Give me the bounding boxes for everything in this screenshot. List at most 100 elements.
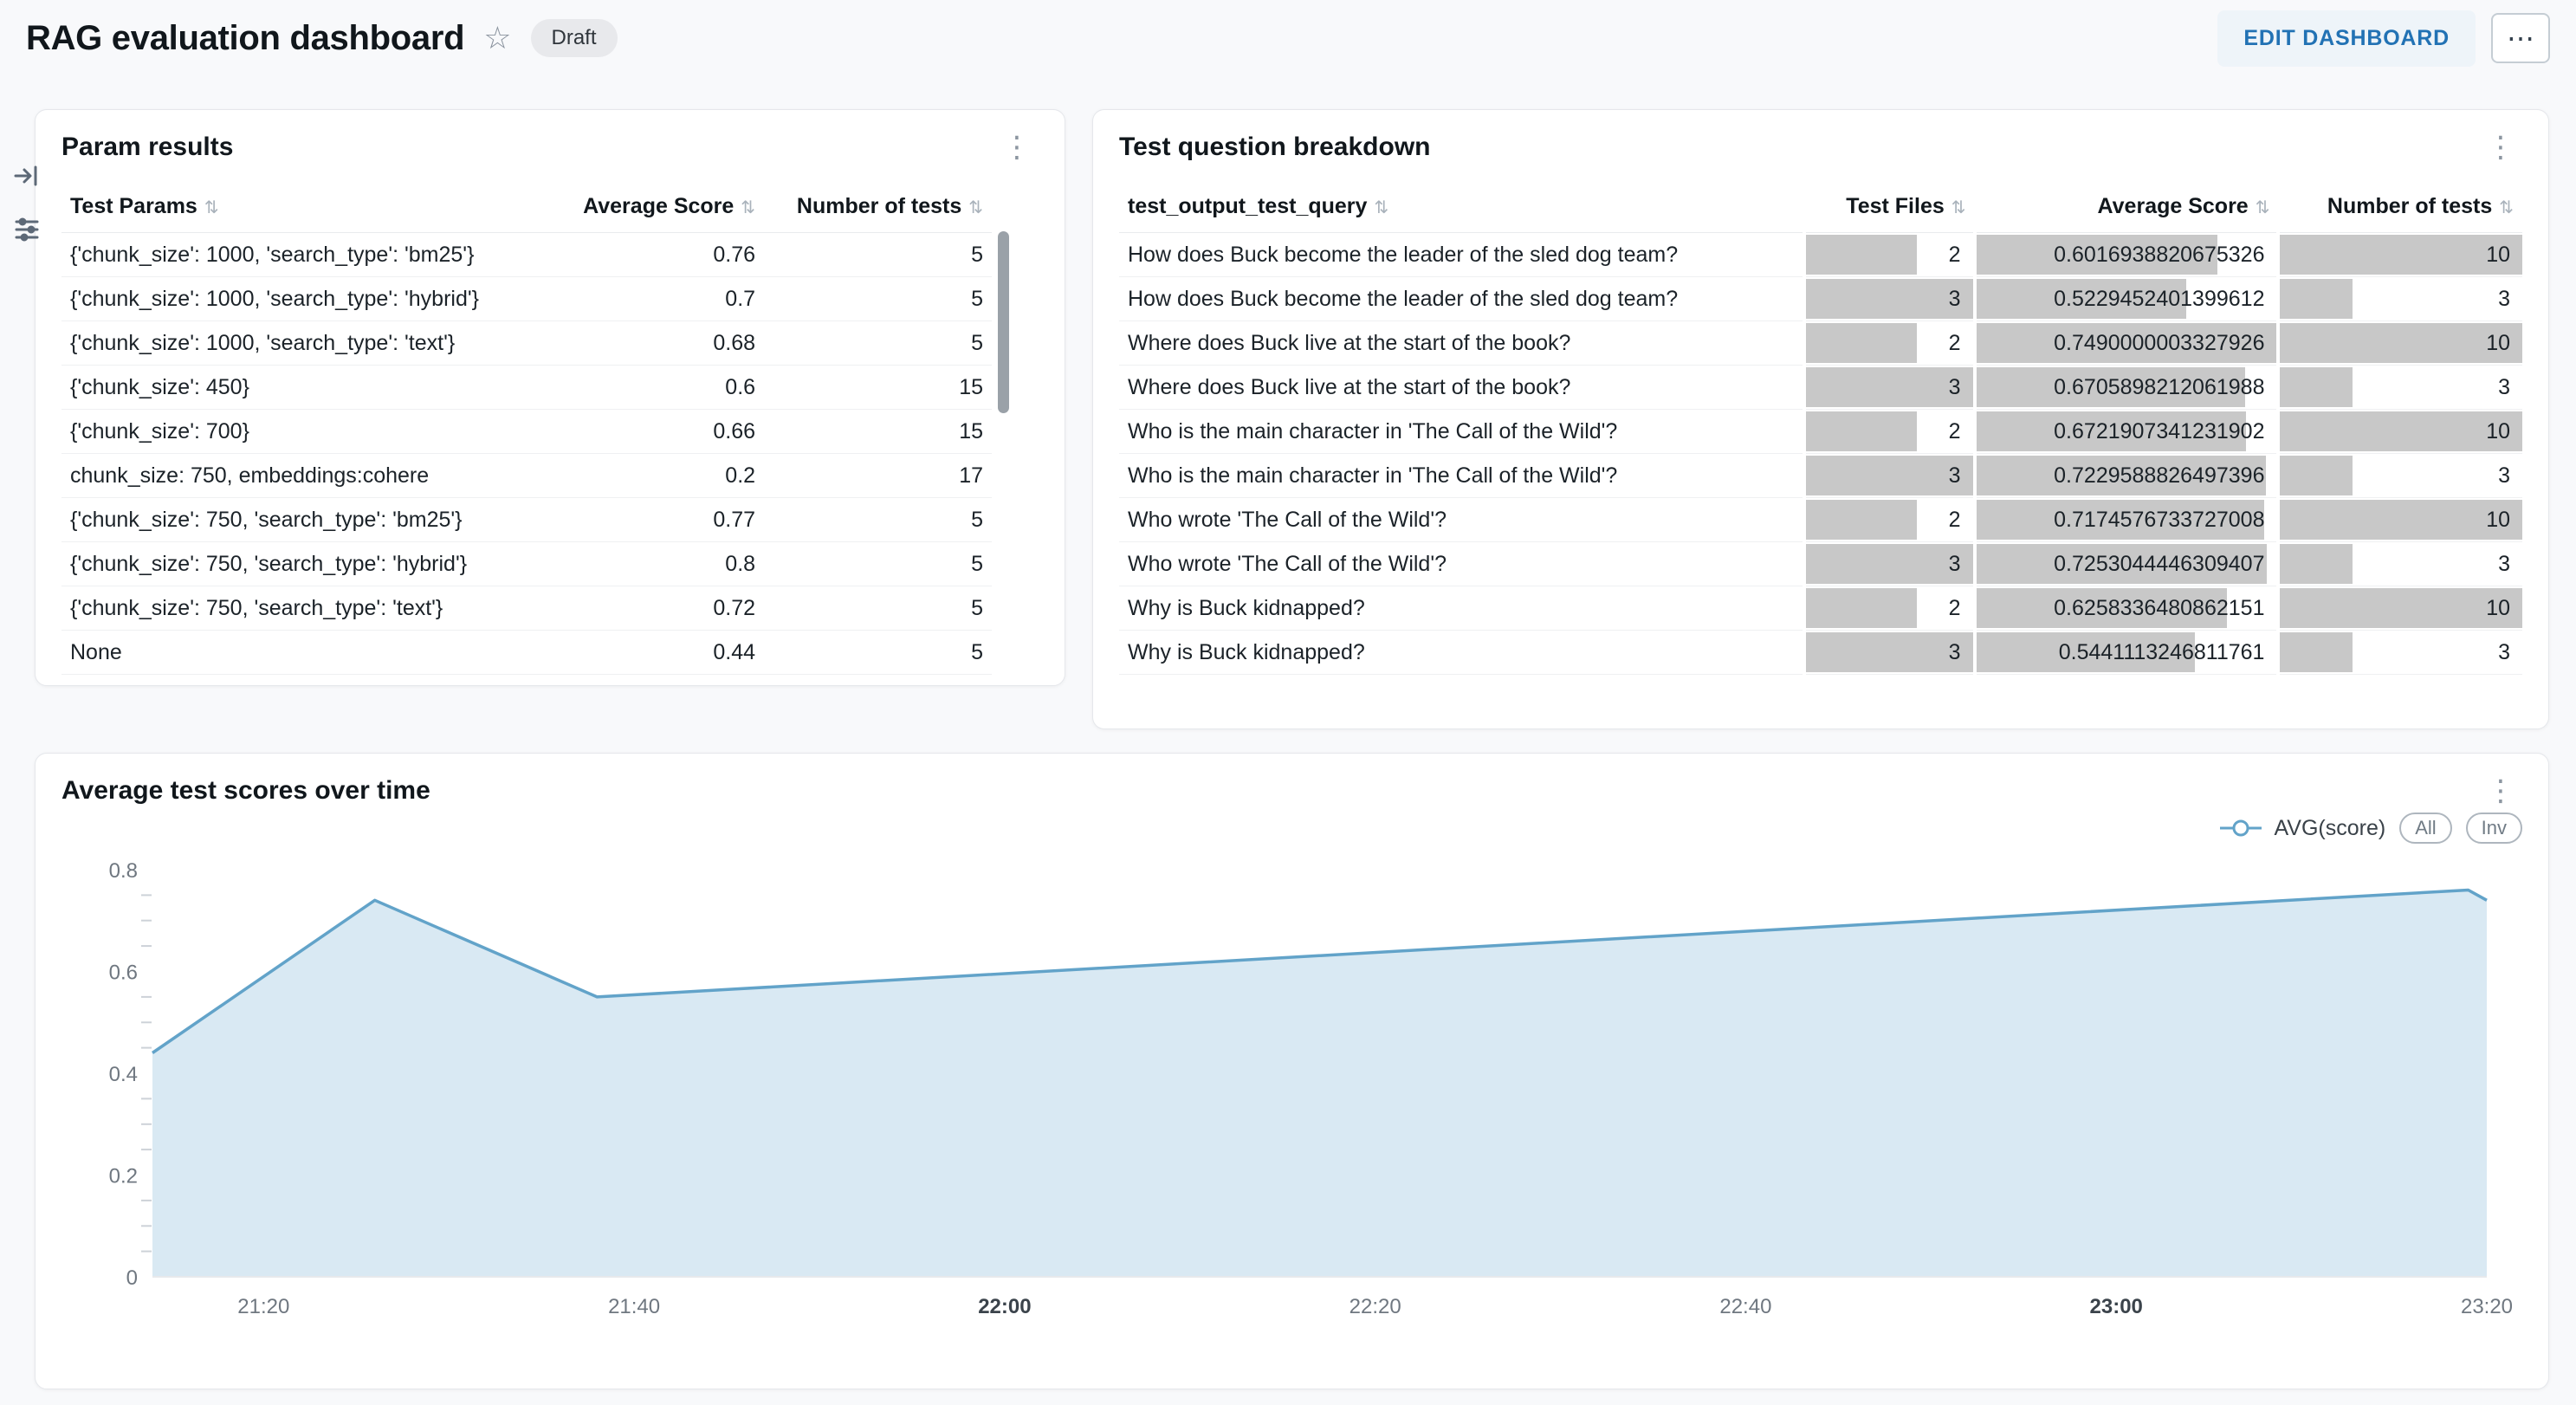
- sort-icon: ⇅: [1374, 198, 1389, 217]
- data-bar: [1805, 456, 1973, 495]
- table-row[interactable]: Why is Buck kidnapped? 3 0.544111324681176…: [1119, 630, 2522, 675]
- score-cell: 0.72: [574, 586, 765, 631]
- header-more-button[interactable]: ⋯: [2491, 13, 2550, 63]
- data-bar: [1805, 588, 1918, 628]
- legend-inv-button[interactable]: Inv: [2465, 813, 2522, 844]
- score-cell: 0.76: [574, 232, 765, 277]
- data-bar: [1976, 632, 2195, 672]
- avg-score-cell: 0.7174576733727008: [1972, 497, 2279, 542]
- expand-panel-icon[interactable]: [9, 158, 45, 194]
- test-files-cell: 2: [1802, 497, 1975, 542]
- param-results-table-wrap: Test Params ⇅ Average Score ⇅ Number of te…: [61, 181, 1009, 675]
- count-cell: 5: [764, 320, 992, 366]
- num-tests-cell: 10: [2276, 232, 2522, 277]
- legend-all-button[interactable]: All: [2399, 813, 2452, 844]
- param-cell: {'chunk_size': 700}: [61, 409, 575, 454]
- test-files-cell: 2: [1802, 232, 1975, 277]
- data-bar: [2280, 323, 2522, 363]
- chart-line: [152, 888, 2488, 1054]
- table-row[interactable]: Who is the main character in 'The Call o…: [1119, 409, 2522, 454]
- data-bar: [1976, 279, 2186, 319]
- test-files-cell: 3: [1802, 276, 1975, 321]
- sortable-header-test-params[interactable]: Test Params ⇅: [61, 181, 575, 233]
- x-tick-label: 23:20: [2461, 1295, 2513, 1318]
- test-files-cell: 2: [1802, 409, 1975, 454]
- data-bar: [1805, 323, 1918, 363]
- table-row[interactable]: {'chunk_size': 1000, 'search_type': 'tex…: [61, 320, 992, 366]
- sortable-header-test-query[interactable]: test_output_test_query ⇅: [1119, 181, 1804, 233]
- test-files-cell: 3: [1802, 541, 1975, 586]
- y-tick-label: 0.2: [109, 1165, 138, 1188]
- data-bar: [2280, 588, 2522, 628]
- table-row[interactable]: How does Buck become the leader of the s…: [1119, 276, 2522, 321]
- data-bar: [1976, 588, 2228, 628]
- table-row[interactable]: Why is Buck kidnapped? 2 0.625833648086215…: [1119, 586, 2522, 631]
- table-row[interactable]: None 0.44 5: [61, 630, 992, 675]
- sortable-header-average-score[interactable]: Average Score ⇅: [1974, 181, 2279, 233]
- query-cell: Who wrote 'The Call of the Wild'?: [1119, 541, 1804, 586]
- sortable-header-number-of-tests[interactable]: Number of tests ⇅: [764, 181, 992, 233]
- data-bar: [1976, 456, 2267, 495]
- score-cell: 0.6: [574, 365, 765, 410]
- question-breakdown-card: Test question breakdown ⋮ test_output_te…: [1092, 109, 2549, 729]
- table-row[interactable]: Where does Buck live at the start of the…: [1119, 320, 2522, 366]
- chart-area-fill: [152, 890, 2487, 1277]
- sortable-header-test-files[interactable]: Test Files ⇅: [1803, 181, 1975, 233]
- count-cell: 5: [764, 586, 992, 631]
- score-cell: 0.2: [574, 453, 765, 498]
- table-row[interactable]: Who wrote 'The Call of the Wild'? 3 0.7253…: [1119, 541, 2522, 586]
- table-row[interactable]: {'chunk_size': 750, 'search_type': 'text…: [61, 586, 992, 631]
- question-breakdown-kebab-icon[interactable]: ⋮: [2479, 133, 2522, 162]
- test-files-cell: 2: [1802, 320, 1975, 366]
- data-bar: [1976, 544, 2268, 584]
- test-files-cell: 3: [1802, 630, 1975, 675]
- data-bar: [2280, 279, 2353, 319]
- y-tick-label: 0.8: [109, 859, 138, 883]
- table-row[interactable]: {'chunk_size': 750, 'search_type': 'hybr…: [61, 541, 992, 586]
- param-results-kebab-icon[interactable]: ⋮: [995, 133, 1039, 162]
- num-tests-cell: 3: [2276, 453, 2522, 498]
- favorite-star-icon[interactable]: ☆: [483, 20, 512, 55]
- data-bar: [1976, 500, 2264, 540]
- num-tests-cell: 3: [2276, 276, 2522, 321]
- chart-area[interactable]: 0 0.2 0.4 0.6 0.8 21:20 21:40 22:00 22:20 22:40 23…: [61, 845, 2522, 1369]
- param-cell: {'chunk_size': 750, 'search_type': 'hybr…: [61, 541, 575, 586]
- legend-series-label: AVG(score): [2274, 815, 2386, 840]
- sortable-header-average-score[interactable]: Average Score ⇅: [574, 181, 765, 233]
- num-tests-cell: 3: [2276, 630, 2522, 675]
- dashboard-header: RAG evaluation dashboard ☆ Draft EDIT DA…: [0, 0, 2576, 76]
- query-cell: Why is Buck kidnapped?: [1119, 586, 1804, 631]
- ellipsis-icon: ⋯: [2507, 23, 2534, 54]
- vertical-scrollbar[interactable]: [998, 231, 1009, 671]
- score-cell: 0.68: [574, 320, 765, 366]
- table-row[interactable]: Where does Buck live at the start of the…: [1119, 365, 2522, 410]
- avg-score-cell: 0.6705898212061988: [1972, 365, 2279, 410]
- param-cell: {'chunk_size': 1000, 'search_type': 'bm2…: [61, 232, 575, 277]
- sortable-header-number-of-tests[interactable]: Number of tests ⇅: [2278, 181, 2522, 233]
- test-files-cell: 2: [1802, 586, 1975, 631]
- data-bar: [1805, 235, 1918, 275]
- scores-chart-kebab-icon[interactable]: ⋮: [2479, 776, 2522, 806]
- data-bar: [1805, 411, 1918, 451]
- scrollbar-thumb[interactable]: [998, 231, 1009, 413]
- param-cell: {'chunk_size': 450}: [61, 365, 575, 410]
- table-row[interactable]: {'chunk_size': 1000, 'search_type': 'bm2…: [61, 232, 992, 277]
- param-cell: {'chunk_size': 750, 'search_type': 'bm25…: [61, 497, 575, 542]
- table-row[interactable]: chunk_size: 750, embeddings:cohere 0.2 17: [61, 453, 992, 498]
- data-bar: [1976, 367, 2246, 407]
- edit-dashboard-button[interactable]: EDIT DASHBOARD: [2217, 10, 2476, 67]
- legend-item-avg-score[interactable]: AVG(score): [2218, 816, 2385, 841]
- x-tick-label: 22:00: [978, 1295, 1031, 1318]
- table-row[interactable]: How does Buck become the leader of the s…: [1119, 232, 2522, 277]
- table-row[interactable]: Who is the main character in 'The Call o…: [1119, 453, 2522, 498]
- table-row[interactable]: {'chunk_size': 750, 'search_type': 'bm25…: [61, 497, 992, 542]
- table-row[interactable]: {'chunk_size': 450} 0.6 15: [61, 365, 992, 410]
- table-row[interactable]: {'chunk_size': 1000, 'search_type': 'hyb…: [61, 276, 992, 321]
- scores-chart-card: Average test scores over time ⋮ AVG(scor…: [35, 753, 2549, 1389]
- test-files-cell: 3: [1802, 365, 1975, 410]
- table-row[interactable]: {'chunk_size': 700} 0.66 15: [61, 409, 992, 454]
- scores-line-chart[interactable]: 0 0.2 0.4 0.6 0.8 21:20 21:40 22:00 22:20 22:40 23…: [61, 845, 2524, 1365]
- table-row[interactable]: Who wrote 'The Call of the Wild'? 2 0.7174…: [1119, 497, 2522, 542]
- data-bar: [1976, 323, 2277, 363]
- filters-icon[interactable]: [9, 210, 45, 246]
